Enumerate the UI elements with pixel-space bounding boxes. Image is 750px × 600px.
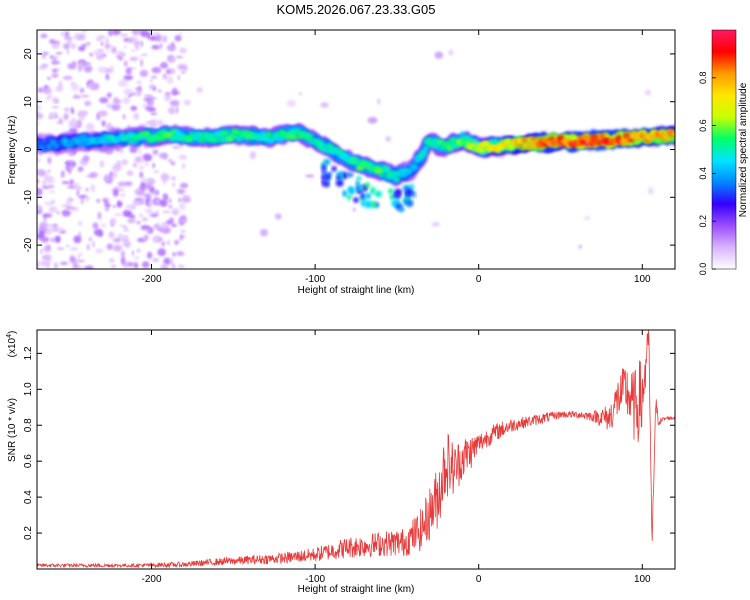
top-x-axis: -200 -100 0 100 bbox=[142, 30, 651, 285]
x-tick-label: 100 bbox=[634, 574, 651, 585]
top-y-axis: -20 -10 0 10 20 bbox=[23, 48, 675, 252]
bottom-x-axis: -200 -100 0 100 bbox=[142, 330, 651, 585]
colorbar-ticks: 0.0 0.2 0.4 0.6 0.8 bbox=[698, 72, 716, 276]
y-tick-label: 0.6 bbox=[23, 454, 34, 468]
y-tick-label: 20 bbox=[23, 48, 34, 60]
colorbar-tick-label: 0.0 bbox=[698, 263, 708, 276]
snr-series-line bbox=[37, 330, 675, 569]
y-tick-label: 1.2 bbox=[23, 346, 34, 360]
top-x-axis-label: Height of straight line (km) bbox=[298, 285, 415, 296]
y-tick-label: 10 bbox=[23, 96, 34, 108]
y-tick-label: -10 bbox=[23, 190, 34, 205]
y-tick-label: 0.4 bbox=[23, 490, 34, 504]
svg-text:(x104): (x104) bbox=[6, 331, 18, 358]
snr-panel: -200 -100 0 100 0.2 0.4 0.6 0.8 1.0 1.2 Height o… bbox=[6, 329, 676, 595]
y-tick-label: 0.2 bbox=[23, 526, 34, 540]
bottom-y-axis-label: SNR (10 * v/v) bbox=[7, 398, 18, 462]
y-tick-label: -20 bbox=[23, 237, 34, 252]
colorbar-tick-label: 0.6 bbox=[698, 119, 708, 132]
x-tick-label: -200 bbox=[142, 574, 162, 585]
y-tick-label: 1.0 bbox=[23, 382, 34, 396]
colorbar-tick-label: 0.4 bbox=[698, 167, 708, 180]
bottom-x-axis-label: Height of straight line (km) bbox=[298, 584, 415, 595]
x-tick-label: -200 bbox=[142, 274, 162, 285]
colorbar: 0.0 0.2 0.4 0.6 0.8 Normalized spectral ampl… bbox=[698, 29, 749, 276]
colorbar-tick-label: 0.2 bbox=[698, 215, 708, 228]
x-tick-label: 0 bbox=[476, 274, 482, 285]
y-multiplier-close: ) bbox=[7, 331, 18, 334]
colorbar-tick-label: 0.8 bbox=[698, 72, 708, 85]
x-tick-label: -100 bbox=[305, 274, 325, 285]
snr-frame bbox=[37, 330, 675, 569]
figure-title: KOM5.2026.067.23.33.G05 bbox=[276, 2, 435, 17]
spectrogram-heatmap bbox=[37, 30, 675, 269]
y-tick-label: 0.8 bbox=[23, 418, 34, 432]
colorbar-scale bbox=[711, 29, 737, 270]
bottom-y-axis: 0.2 0.4 0.6 0.8 1.0 1.2 bbox=[23, 346, 675, 540]
top-y-axis-label: Frequency (Hz) bbox=[7, 116, 18, 185]
x-tick-label: 100 bbox=[634, 274, 651, 285]
colorbar-label: Normalized spectral amplitude bbox=[738, 82, 749, 217]
y-multiplier-text: (x10 bbox=[7, 337, 18, 357]
y-multiplier-label: (x104) bbox=[6, 331, 18, 358]
x-tick-label: -100 bbox=[305, 574, 325, 585]
y-tick-label: 0 bbox=[23, 146, 34, 152]
x-tick-label: 0 bbox=[476, 574, 482, 585]
y-multiplier-exponent: 4 bbox=[6, 334, 13, 338]
